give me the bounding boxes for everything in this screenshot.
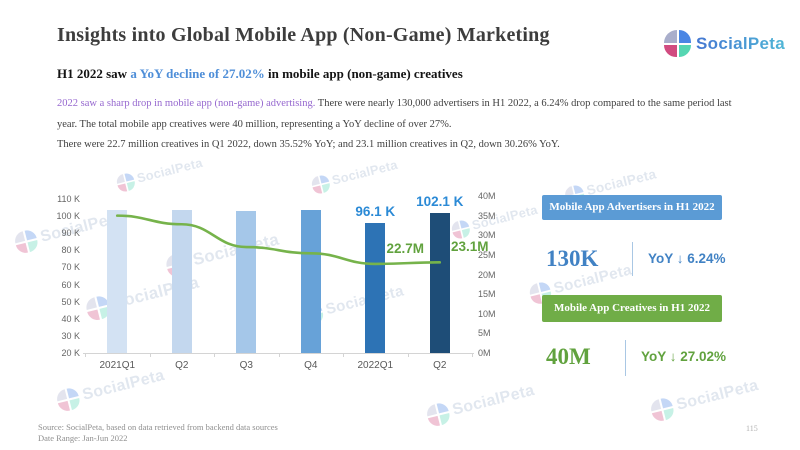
x-axis-tick	[407, 353, 409, 357]
y-axis-tick-left: 20 K	[61, 348, 80, 358]
y-axis-tick-right: 20M	[478, 269, 496, 280]
y-axis-tick-right: 15M	[478, 289, 496, 300]
socialpeta-watermark: SocialPeta	[648, 375, 761, 423]
page-title: Insights into Global Mobile App (Non-Gam…	[57, 24, 550, 46]
x-axis-tick	[343, 353, 344, 357]
y-axis-tick-left: 50 K	[61, 296, 80, 307]
y-axis-tick-right: 25M	[478, 249, 496, 260]
socialpeta-watermark: SocialPeta	[424, 380, 537, 428]
bar-value-label: 102.1 K	[416, 193, 464, 209]
x-axis-tick	[149, 353, 151, 357]
watermark-pie-icon	[54, 386, 82, 413]
line-value-label: 22.7M	[386, 240, 425, 256]
socialpeta-logo-text: SocialPeta	[696, 33, 785, 53]
y-axis-tick-left: 90 K	[61, 228, 80, 239]
x-axis-label: 2022Q1	[357, 360, 394, 371]
y-axis-tick-right: 0M	[478, 348, 491, 358]
watermark-pie-icon	[424, 401, 452, 428]
y-axis-tick-left: 60 K	[61, 279, 80, 290]
subtitle-prefix: H1 2022 saw	[57, 66, 131, 81]
y-axis-tick-right: 35M	[478, 210, 496, 221]
footer-source: Source: SocialPeta, based on data retrie…	[38, 422, 278, 432]
x-axis-label: Q3	[239, 360, 253, 371]
page-number: 115	[746, 424, 758, 433]
x-axis-label: Q4	[304, 360, 318, 371]
line-value-label: 23.1M	[450, 239, 489, 255]
y-axis-tick-right: 40M	[478, 191, 496, 201]
x-axis-tick	[214, 353, 215, 357]
y-axis-tick-left: 70 K	[61, 262, 80, 273]
bar	[107, 210, 128, 353]
bar	[300, 210, 321, 353]
bar-value-label: 96.1 K	[355, 203, 396, 219]
advertisers-value: 130K	[546, 246, 599, 271]
advertisers-banner: Mobile App Advertisers in H1 2022	[542, 195, 722, 220]
subtitle-suffix: in mobile app (non-game) creatives	[264, 66, 463, 81]
x-axis-label: 2021Q1	[99, 360, 136, 371]
y-axis-tick-left: 40 K	[61, 313, 80, 324]
bar	[171, 210, 192, 353]
body-paragraph-1: 2022 saw a sharp drop in mobile app (non…	[57, 94, 751, 135]
creatives-yoy: YoY ↓ 27.02%	[641, 349, 727, 364]
footer-date-range: Date Range: Jan-Jun 2022	[38, 432, 128, 443]
body-rest: There were nearly 130,000 advertisers in…	[57, 98, 732, 130]
socialpeta-logo: SocialPeta	[664, 30, 785, 57]
combo-chart: 110 K 100 K 90 K 80 K 70 K 60 K 50 K 40 K 30 K 20…	[38, 185, 508, 385]
watermark-text: SocialPeta	[450, 381, 537, 419]
creatives-banner: Mobile App Creatives in H1 2022	[542, 295, 722, 322]
x-axis-label: Q2	[433, 360, 447, 371]
body-highlight: 2022 saw a sharp drop in mobile app (non…	[57, 98, 316, 109]
watermark-pie-icon	[12, 228, 40, 255]
watermark-pie-icon	[648, 396, 676, 423]
watermark-text: SocialPeta	[135, 156, 205, 186]
x-axis-tick	[85, 353, 86, 357]
advertisers-divider	[632, 242, 633, 276]
slide-subtitle: H1 2022 saw a YoY decline of 27.02% in m…	[57, 66, 463, 82]
subtitle-highlight: a YoY decline of 27.02%	[130, 66, 265, 81]
creatives-divider	[625, 340, 626, 376]
x-axis-tick	[278, 353, 280, 357]
y-axis-tick-right: 10M	[478, 308, 496, 319]
y-axis-tick-left: 100 K	[56, 211, 80, 222]
x-axis-label: Q2	[175, 360, 189, 371]
creatives-line	[115, 214, 442, 266]
bar	[429, 212, 450, 353]
y-axis-tick-right: 30M	[478, 230, 496, 241]
y-axis-tick-left: 30 K	[61, 330, 80, 341]
bar	[365, 222, 386, 353]
x-axis-tick	[472, 353, 473, 357]
y-axis-tick-right: 5M	[478, 328, 491, 339]
creatives-value: 40M	[546, 344, 591, 369]
socialpeta-pie-icon	[664, 30, 691, 57]
advertisers-yoy: YoY ↓ 6.24%	[648, 251, 726, 266]
body-text: 2022 saw a sharp drop in mobile app (non…	[57, 94, 751, 156]
y-axis-tick-left: 110 K	[57, 194, 80, 204]
footer: Source: SocialPeta, based on data retrie…	[38, 422, 278, 443]
body-paragraph-2: There were 22.7 million creatives in Q1 …	[57, 139, 560, 150]
watermark-text: SocialPeta	[674, 376, 761, 414]
y-axis-tick-left: 80 K	[61, 245, 80, 256]
